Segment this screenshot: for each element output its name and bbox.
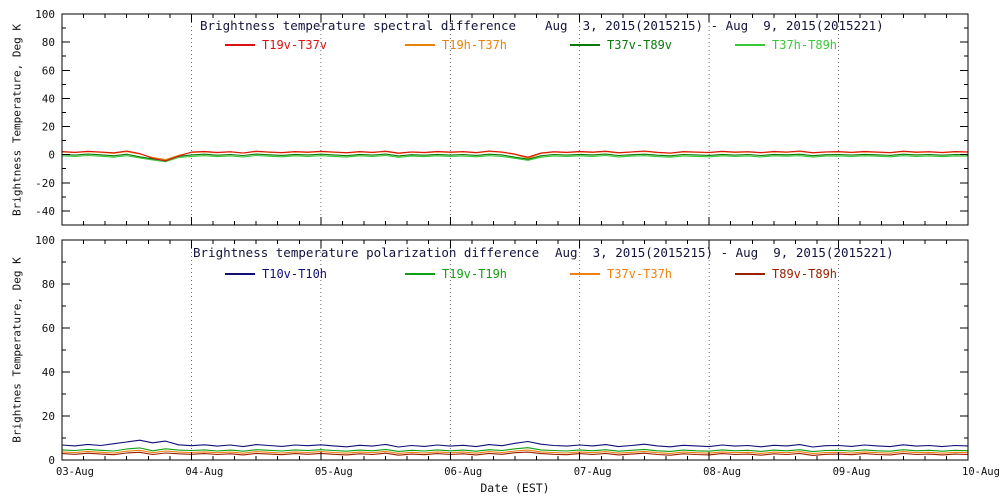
- legend-label: T37v-T89v: [607, 38, 673, 52]
- legend-line-swatch: [225, 273, 255, 275]
- legend-item: T37h-T89h: [735, 38, 837, 52]
- series-line-T10v-T10h: [61, 439, 969, 448]
- legend-item: T19v-T37v: [225, 38, 327, 52]
- legend-item: T10v-T10h: [225, 267, 327, 281]
- legend-line-swatch: [735, 273, 765, 275]
- legend-item: T37v-T37h: [570, 267, 672, 281]
- legend-item: T19h-T37h: [405, 38, 507, 52]
- legend-label: T89v-T89h: [772, 267, 838, 281]
- chart2-title: Brightness temperature polarization diff…: [193, 245, 540, 260]
- series-line-T19v-T37v: [61, 150, 969, 162]
- y-tick-label: 100: [35, 8, 55, 21]
- x-tick-label: 08-Aug: [703, 466, 742, 478]
- legend-item: T19v-T19h: [405, 267, 507, 281]
- series-line-T37v-T37h: [61, 449, 969, 455]
- legend-label: T10v-T10h: [262, 267, 328, 281]
- legend-label: T37v-T37h: [607, 267, 673, 281]
- series-line-T37h-T89h: [61, 154, 969, 163]
- x-tick-label: 07-Aug: [573, 466, 612, 478]
- y-tick-label: 20: [42, 410, 55, 423]
- y-tick-label: -20: [35, 177, 55, 190]
- x-tick-label: 10-Aug: [962, 466, 1000, 478]
- chart1-date-range: Aug 3, 2015(2015215) - Aug 9, 2015(20152…: [545, 18, 884, 33]
- chart1-title: Brightness temperature spectral differen…: [200, 18, 517, 33]
- legend-line-swatch: [735, 44, 765, 46]
- y-tick-label: -40: [35, 205, 55, 218]
- x-tick-label: 04-Aug: [185, 466, 224, 478]
- y-tick-label: 60: [42, 64, 55, 77]
- legend-label: T19v-T37v: [262, 38, 328, 52]
- y-tick-label: 0: [48, 454, 55, 467]
- chart2-date-range: Aug 3, 2015(2015215) - Aug 9, 2015(20152…: [555, 245, 894, 260]
- x-axis-label: Date (EST): [480, 481, 550, 495]
- x-tick-label: 05-Aug: [314, 466, 353, 478]
- legend-item: T89v-T89h: [735, 267, 837, 281]
- legend-label: T19v-T19h: [442, 267, 508, 281]
- y-tick-label: 20: [42, 121, 55, 134]
- y-tick-label: 40: [42, 366, 55, 379]
- x-tick-label: 06-Aug: [444, 466, 483, 478]
- y-tick-label: 80: [42, 278, 55, 291]
- legend-line-swatch: [570, 273, 600, 275]
- legend-label: T37h-T89h: [772, 38, 838, 52]
- legend-line-swatch: [405, 44, 435, 46]
- legend-line-swatch: [570, 44, 600, 46]
- y-tick-label: 100: [35, 234, 55, 247]
- x-tick-label: 09-Aug: [832, 466, 871, 478]
- y-tick-label: 0: [48, 149, 55, 162]
- legend-item: T37v-T89v: [570, 38, 672, 52]
- chart2-y-axis-label: Brightnes Temperature, Deg K: [10, 257, 24, 443]
- series-line-T89v-T89h: [61, 451, 969, 456]
- y-tick-label: 80: [42, 36, 55, 49]
- legend-line-swatch: [405, 273, 435, 275]
- legend-line-swatch: [225, 44, 255, 46]
- y-tick-label: 40: [42, 92, 55, 105]
- x-tick-label: 03-Aug: [56, 466, 94, 478]
- y-tick-label: 60: [42, 322, 55, 335]
- series-line-T19v-T19h: [61, 447, 969, 453]
- chart1-y-axis-label: Brightness Temperature, Deg K: [10, 23, 24, 217]
- series-line-T37v-T89v: [61, 153, 969, 162]
- legend-label: T19h-T37h: [442, 38, 508, 52]
